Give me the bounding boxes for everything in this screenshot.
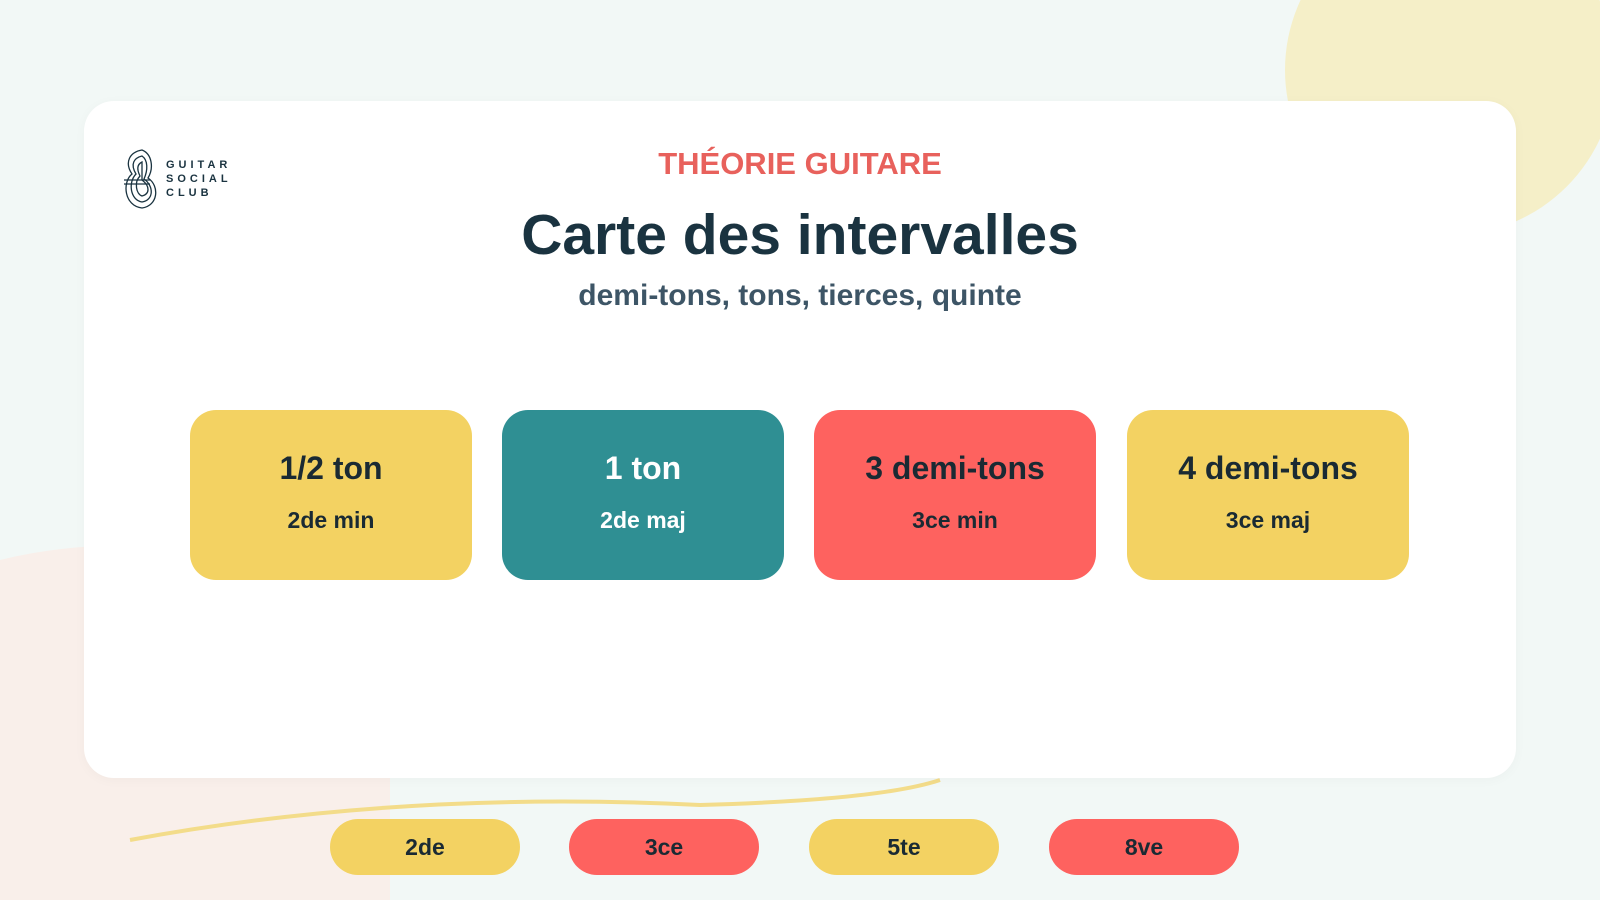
interval-title: 1 ton [604,450,682,486]
interval-card[interactable]: 1/2 ton 2de min [190,410,472,580]
interval-pill[interactable]: 2de [330,819,520,875]
interval-card[interactable]: 1 ton 2de maj [502,410,784,580]
interval-subtitle: 3ce min [912,507,998,533]
interval-subtitle: 3ce maj [1225,507,1311,533]
interval-pill[interactable]: 5te [809,819,999,875]
interval-pill[interactable]: 3ce [569,819,759,875]
logo-line: CLUB [166,187,213,199]
title: Carte des intervalles [521,203,1079,267]
interval-subtitle: 2de maj [600,507,686,533]
kicker: THÉORIE GUITARE [658,146,942,181]
logo-text: GUITAR SOCIAL CLUB [166,158,232,200]
logo-line: SOCIAL [166,173,232,185]
logo-line: GUITAR [166,159,232,171]
interval-title: 1/2 ton [279,450,383,486]
logo-icon [124,149,157,209]
interval-title: 3 demi-tons [865,450,1045,486]
interval-subtitle: 2de min [287,507,375,533]
subtitle: demi-tons, tons, tierces, quinte [578,279,1022,312]
interval-pill[interactable]: 8ve [1049,819,1239,875]
interval-title: 4 demi-tons [1178,450,1358,486]
interval-card[interactable]: 4 demi-tons 3ce maj [1127,410,1409,580]
interval-card[interactable]: 3 demi-tons 3ce min [814,410,1096,580]
